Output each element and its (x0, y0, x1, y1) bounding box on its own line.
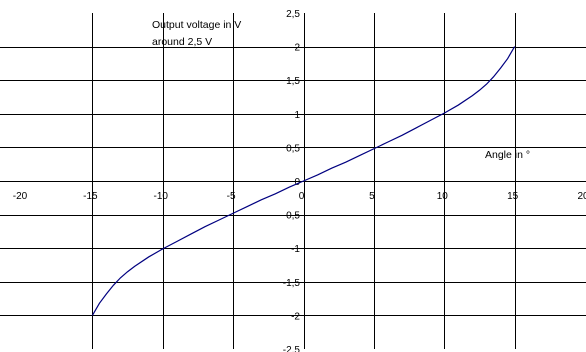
x-tick-label: -10 (154, 191, 169, 202)
y-tick-label: 1,5 (286, 76, 300, 87)
y-tick-label: -2 (291, 311, 300, 322)
y-tick-label: 2 (294, 43, 300, 54)
y-tick-label: 0 (294, 177, 300, 188)
y-annotation-line1: Output voltage in V (152, 19, 241, 31)
y-tick-label: -0,5 (283, 211, 301, 222)
y-tick-label: -1 (291, 244, 300, 255)
y-tick-label: 1 (294, 110, 300, 121)
x-tick-label: 5 (369, 191, 375, 202)
grid (0, 13, 586, 349)
x-tick-label: 0 (299, 191, 305, 202)
x-tick-label: 20 (577, 191, 586, 202)
series-line (91, 46, 516, 316)
y-tick-label: -1,5 (283, 278, 301, 289)
y-annotation-line2: around 2,5 V (152, 36, 212, 48)
x-annotation: Angle in ° (485, 149, 530, 161)
x-tick-label: 15 (507, 191, 519, 202)
x-tick-label: -20 (13, 191, 28, 202)
y-tick-label: -2,5 (283, 345, 301, 352)
y-tick-label: 0,5 (286, 143, 300, 154)
x-tick-label: 10 (437, 191, 449, 202)
x-tick-label: -5 (227, 191, 236, 202)
tick-labels: -20 -15 -10 -5 0 5 10 15 20 -2,5 -2 -1,5 -1 -0,5 0 0,5 1… (13, 9, 586, 352)
x-tick-label: -15 (83, 191, 98, 202)
y-tick-label: 2,5 (286, 9, 300, 20)
